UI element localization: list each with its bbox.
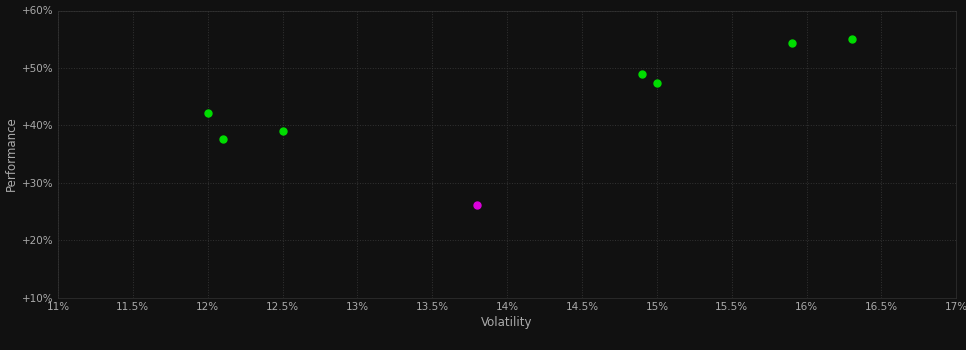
Point [844,36,860,42]
Point [784,40,800,46]
X-axis label: Volatility: Volatility [481,316,533,329]
Point [649,80,665,86]
Point [215,136,231,141]
Point [275,128,291,134]
Y-axis label: Performance: Performance [5,117,18,191]
Point [634,71,649,76]
Point [200,111,215,116]
Point [469,202,485,207]
